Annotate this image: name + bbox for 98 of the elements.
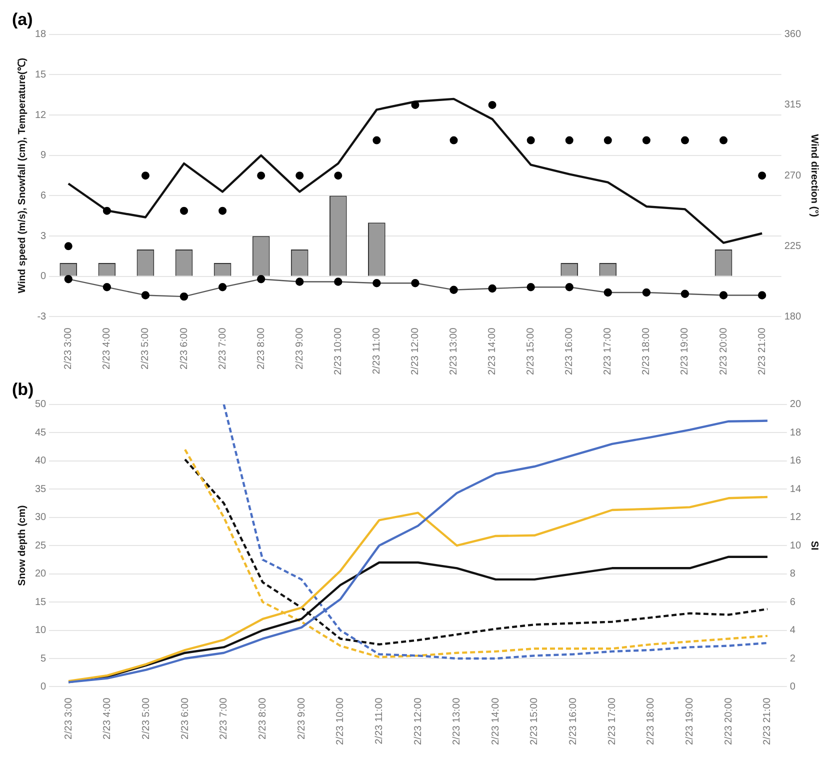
x-tick-label: 2/23 20:00 bbox=[718, 327, 730, 375]
x-tick-label: 2/23 13:00 bbox=[452, 697, 463, 745]
x-tick-label: 2/23 12:00 bbox=[410, 327, 421, 375]
point bbox=[372, 136, 381, 144]
point bbox=[218, 206, 227, 215]
point bbox=[604, 136, 612, 144]
y-tick-label: 6 bbox=[40, 190, 47, 202]
y-tick-label: 0 bbox=[40, 271, 47, 282]
x-tick-label: 2/23 15:00 bbox=[526, 327, 537, 375]
x-tick-label: 2/23 11:00 bbox=[371, 327, 382, 374]
y-tick-label: 15 bbox=[35, 596, 47, 608]
x-tick-label: 2/23 18:00 bbox=[646, 697, 657, 745]
y-tick-label: 18 bbox=[35, 29, 47, 40]
x-tick-label: 2/23 14:00 bbox=[487, 327, 498, 375]
x-tick-label: 2/23 15:00 bbox=[529, 697, 540, 745]
point bbox=[411, 100, 420, 109]
x-tick-label: 2/23 19:00 bbox=[684, 697, 696, 745]
y-tick-label: 25 bbox=[35, 540, 47, 552]
x-tick-label: 2/23 6:00 bbox=[178, 327, 190, 370]
y2-tick-label: 6 bbox=[790, 596, 796, 608]
chart-title: (b) bbox=[12, 380, 34, 399]
point bbox=[565, 136, 574, 144]
point bbox=[64, 242, 72, 250]
point bbox=[450, 136, 458, 144]
y-tick-label: 0 bbox=[40, 681, 47, 692]
y-tick-label: 45 bbox=[35, 427, 47, 438]
point bbox=[720, 136, 728, 144]
y2-tick-label: 180 bbox=[784, 311, 802, 322]
y-tick-label: 20 bbox=[35, 568, 47, 580]
y2-tick-label: 315 bbox=[784, 100, 802, 111]
x-tick-label: 2/23 4:00 bbox=[102, 327, 113, 370]
y2-axis-title: Wind direction (°) bbox=[808, 134, 820, 217]
x-tick-label: 2/23 17:00 bbox=[602, 327, 614, 375]
y-tick-label: 5 bbox=[40, 653, 47, 664]
y2-tick-label: 270 bbox=[784, 170, 802, 182]
y2-tick-label: 8 bbox=[790, 568, 796, 580]
y-axis-title: Wind speed (m/s), Snowfall (cm), Temperature(℃) bbox=[16, 58, 28, 294]
y2-tick-label: 14 bbox=[790, 484, 802, 495]
y2-tick-label: 20 bbox=[790, 399, 802, 410]
x-tick-label: 2/23 17:00 bbox=[606, 697, 618, 745]
y-axis-title: Snow depth (cm) bbox=[16, 505, 28, 586]
y-tick-label: 40 bbox=[35, 456, 47, 467]
x-tick-label: 2/23 5:00 bbox=[140, 327, 152, 370]
y-tick-label: 50 bbox=[35, 399, 47, 410]
y2-tick-label: 10 bbox=[790, 540, 802, 552]
y2-tick-label: 2 bbox=[790, 653, 796, 664]
y2-tick-label: 0 bbox=[790, 681, 796, 692]
x-tick-label: 2/23 6:00 bbox=[180, 697, 191, 740]
point bbox=[257, 172, 266, 180]
x-tick-label: 2/23 11:00 bbox=[374, 697, 385, 744]
y-tick-label: 3 bbox=[40, 230, 47, 242]
x-tick-label: 2/23 10:00 bbox=[335, 697, 346, 745]
x-tick-label: 2/23 20:00 bbox=[723, 697, 734, 745]
y2-tick-label: 12 bbox=[790, 512, 802, 524]
x-tick-label: 2/23 21:00 bbox=[762, 697, 774, 745]
y2-tick-label: 225 bbox=[784, 240, 802, 252]
x-tick-label: 2/23 3:00 bbox=[63, 327, 74, 370]
point bbox=[758, 172, 766, 180]
x-tick-label: 2/23 8:00 bbox=[256, 327, 267, 370]
x-tick-label: 2/23 21:00 bbox=[756, 327, 768, 375]
point bbox=[180, 206, 188, 215]
y2-tick-label: 360 bbox=[784, 29, 802, 40]
x-tick-label: 2/23 5:00 bbox=[140, 697, 152, 740]
x-tick-label: 2/23 10:00 bbox=[332, 327, 344, 375]
x-tick-label: 2/23 19:00 bbox=[680, 327, 691, 375]
y-tick-label: 35 bbox=[35, 484, 47, 495]
y-tick-label: -3 bbox=[37, 311, 47, 322]
y-tick-label: 15 bbox=[35, 69, 47, 80]
x-tick-label: 2/23 13:00 bbox=[448, 327, 460, 375]
point bbox=[680, 136, 689, 144]
y-tick-label: 9 bbox=[40, 150, 47, 162]
x-tick-label: 2/23 7:00 bbox=[218, 697, 230, 740]
x-tick-label: 2/23 9:00 bbox=[294, 327, 306, 370]
x-tick-label: 2/23 16:00 bbox=[568, 697, 580, 745]
x-tick-label: 2/23 12:00 bbox=[412, 697, 424, 745]
y-tick-label: 30 bbox=[35, 512, 47, 524]
y-tick-label: 12 bbox=[35, 110, 47, 121]
y2-axis-title: SI bbox=[808, 540, 820, 551]
x-tick-label: 2/23 8:00 bbox=[257, 697, 268, 740]
x-tick-label: 2/23 4:00 bbox=[102, 697, 114, 740]
y2-tick-label: 4 bbox=[790, 625, 796, 636]
point bbox=[296, 172, 304, 180]
point bbox=[102, 206, 111, 215]
y2-tick-label: 18 bbox=[790, 427, 802, 438]
point bbox=[141, 172, 150, 180]
chart-title: (a) bbox=[12, 10, 33, 29]
y2-tick-label: 16 bbox=[790, 456, 802, 467]
x-tick-label: 2/23 16:00 bbox=[564, 327, 576, 375]
x-tick-label: 2/23 14:00 bbox=[490, 697, 502, 745]
x-tick-label: 2/23 7:00 bbox=[217, 327, 228, 370]
x-tick-label: 2/23 18:00 bbox=[641, 327, 652, 375]
point bbox=[642, 136, 650, 144]
y-tick-label: 10 bbox=[35, 625, 47, 636]
x-tick-label: 2/23 9:00 bbox=[296, 697, 308, 740]
x-tick-label: 2/23 3:00 bbox=[63, 697, 74, 740]
point bbox=[334, 172, 342, 180]
point bbox=[488, 100, 496, 109]
point bbox=[526, 136, 535, 144]
